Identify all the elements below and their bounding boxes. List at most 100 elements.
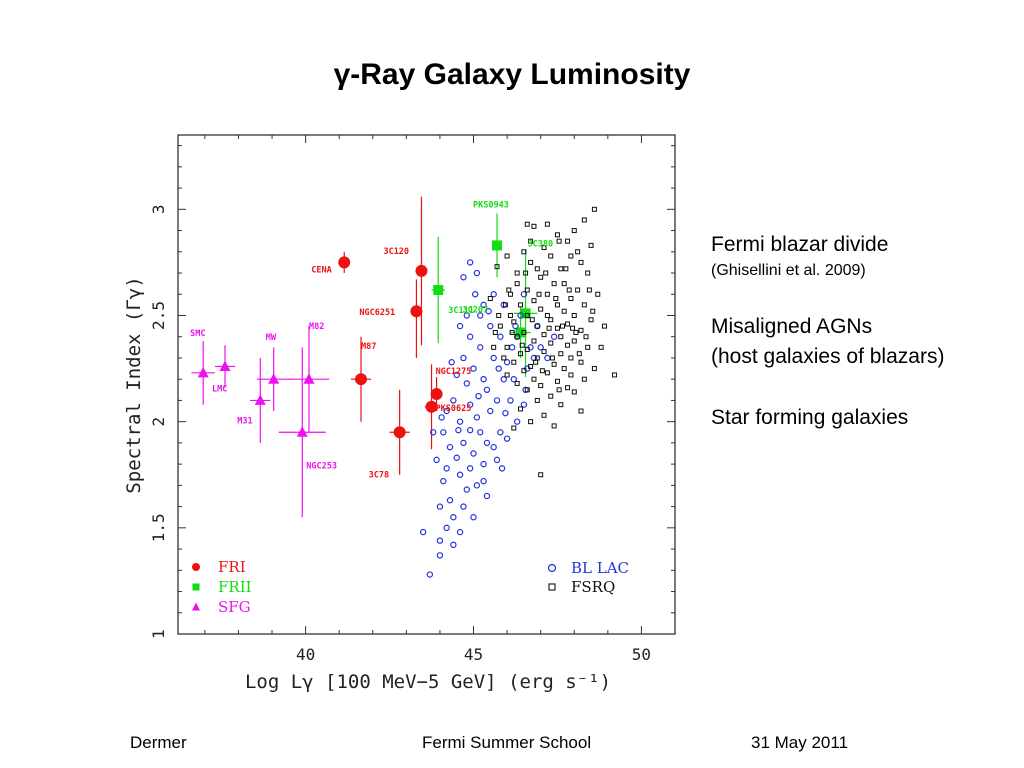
fsrq-point: [502, 302, 508, 308]
bllac-point: [493, 456, 501, 464]
fsrq-point: [524, 221, 530, 227]
note-blazar-divide: Fermi blazar divide: [711, 233, 889, 256]
fsrq-point: [591, 206, 597, 212]
sfg-point: [268, 373, 280, 384]
bllac-point: [473, 482, 481, 489]
bllac-point: [453, 371, 460, 379]
fsrq-point: [568, 355, 574, 361]
sfg-point: [197, 366, 209, 378]
bllac-point: [508, 344, 516, 351]
fri-point: [425, 400, 438, 413]
fsrq-point: [563, 266, 569, 272]
point-label: MW: [266, 333, 277, 343]
y-tick-label: 2: [149, 417, 168, 427]
bllac-point: [471, 291, 479, 298]
bllac-point: [490, 354, 497, 362]
fsrq-point: [544, 221, 550, 227]
bllac-point: [483, 439, 491, 447]
fsrq-point: [565, 321, 571, 327]
fsrq-point: [565, 238, 571, 244]
fsrq-point: [571, 338, 577, 344]
point-label: 3C380: [528, 239, 554, 249]
y-tick-label: 2.5: [149, 301, 168, 330]
sfg-point: [219, 360, 231, 371]
bllac-point: [463, 486, 470, 493]
bllac-point: [470, 365, 477, 372]
fsrq-point: [578, 408, 584, 414]
point-label: 3C111: [448, 306, 474, 316]
bllac-point: [497, 429, 504, 436]
fsrq-point: [511, 359, 517, 365]
bllac-point: [463, 380, 470, 387]
bllac-point: [537, 344, 544, 351]
fsrq-point: [578, 327, 584, 333]
bllac-point: [440, 477, 447, 485]
bllac-point: [503, 435, 511, 442]
bllac-point: [487, 407, 494, 415]
point-label: PKS0943: [473, 200, 509, 210]
bllac-point: [480, 477, 487, 485]
fsrq-point: [536, 291, 542, 297]
fsrq-point: [586, 287, 592, 293]
fsrq-point: [538, 472, 544, 478]
x-tick-label: 50: [632, 645, 651, 664]
fsrq-point: [531, 376, 537, 382]
bllac-point: [466, 426, 474, 434]
bllac-point: [466, 465, 474, 472]
fsrq-point: [612, 372, 618, 378]
fsrq-point: [531, 338, 537, 344]
fri-point: [355, 373, 368, 386]
sfg-point: [296, 426, 308, 437]
bllac-point: [507, 397, 514, 404]
fsrq-point: [534, 397, 540, 403]
frii-point: [433, 285, 444, 296]
bllac-point: [450, 397, 457, 404]
note-ghisellini-ref: (Ghisellini et al. 2009): [711, 262, 866, 279]
point-label: NGC253: [306, 461, 337, 471]
fsrq-point: [491, 344, 497, 350]
fsrq-point: [523, 270, 529, 276]
bllac-point: [500, 301, 507, 309]
bllac-point: [450, 541, 457, 549]
legend-label: FSRQ: [571, 578, 615, 596]
fsrq-point: [561, 308, 567, 314]
fsrq-point: [561, 281, 567, 287]
point-label: NGC1275: [436, 367, 472, 377]
y-axis-label: Spectral Index (Γγ): [123, 276, 145, 493]
legend-label: BL LAC: [571, 559, 629, 577]
point-label: 3C207: [463, 305, 489, 315]
fsrq-point: [595, 291, 601, 297]
bllac-point: [500, 375, 507, 383]
bllac-point: [436, 503, 444, 510]
footer-author: Dermer: [130, 733, 187, 752]
bllac-point: [456, 471, 464, 478]
fsrq-point: [492, 329, 498, 335]
fsrq-point: [581, 217, 587, 223]
fsrq-point: [546, 325, 552, 331]
fsrq-point: [565, 342, 571, 348]
point-label: CENA: [311, 265, 331, 275]
point-label: 3C78: [369, 470, 389, 480]
fsrq-point: [560, 323, 566, 329]
bllac-point: [456, 322, 464, 330]
note-misaligned-agns: Misaligned AGNs: [711, 315, 873, 338]
bllac-point: [456, 418, 464, 425]
fsrq-point: [534, 323, 540, 329]
fsrq-point: [538, 306, 544, 312]
bllac-point: [483, 492, 491, 500]
point-label: 3C120: [383, 247, 409, 257]
fsrq-point: [548, 317, 554, 323]
fsrq-point: [514, 270, 520, 276]
legend-bllac-marker: [547, 563, 557, 573]
bllac-point: [517, 312, 524, 319]
fsrq-point: [496, 312, 502, 318]
bllac-point: [487, 322, 494, 330]
bllac-point: [460, 274, 467, 281]
point-label: LMC: [212, 384, 227, 394]
fsrq-point: [588, 317, 594, 323]
fsrq-point: [524, 287, 530, 293]
fri-point: [410, 305, 423, 318]
bllac-point: [440, 429, 447, 436]
fsrq-point: [571, 228, 577, 234]
point-label: SMC: [190, 329, 205, 339]
